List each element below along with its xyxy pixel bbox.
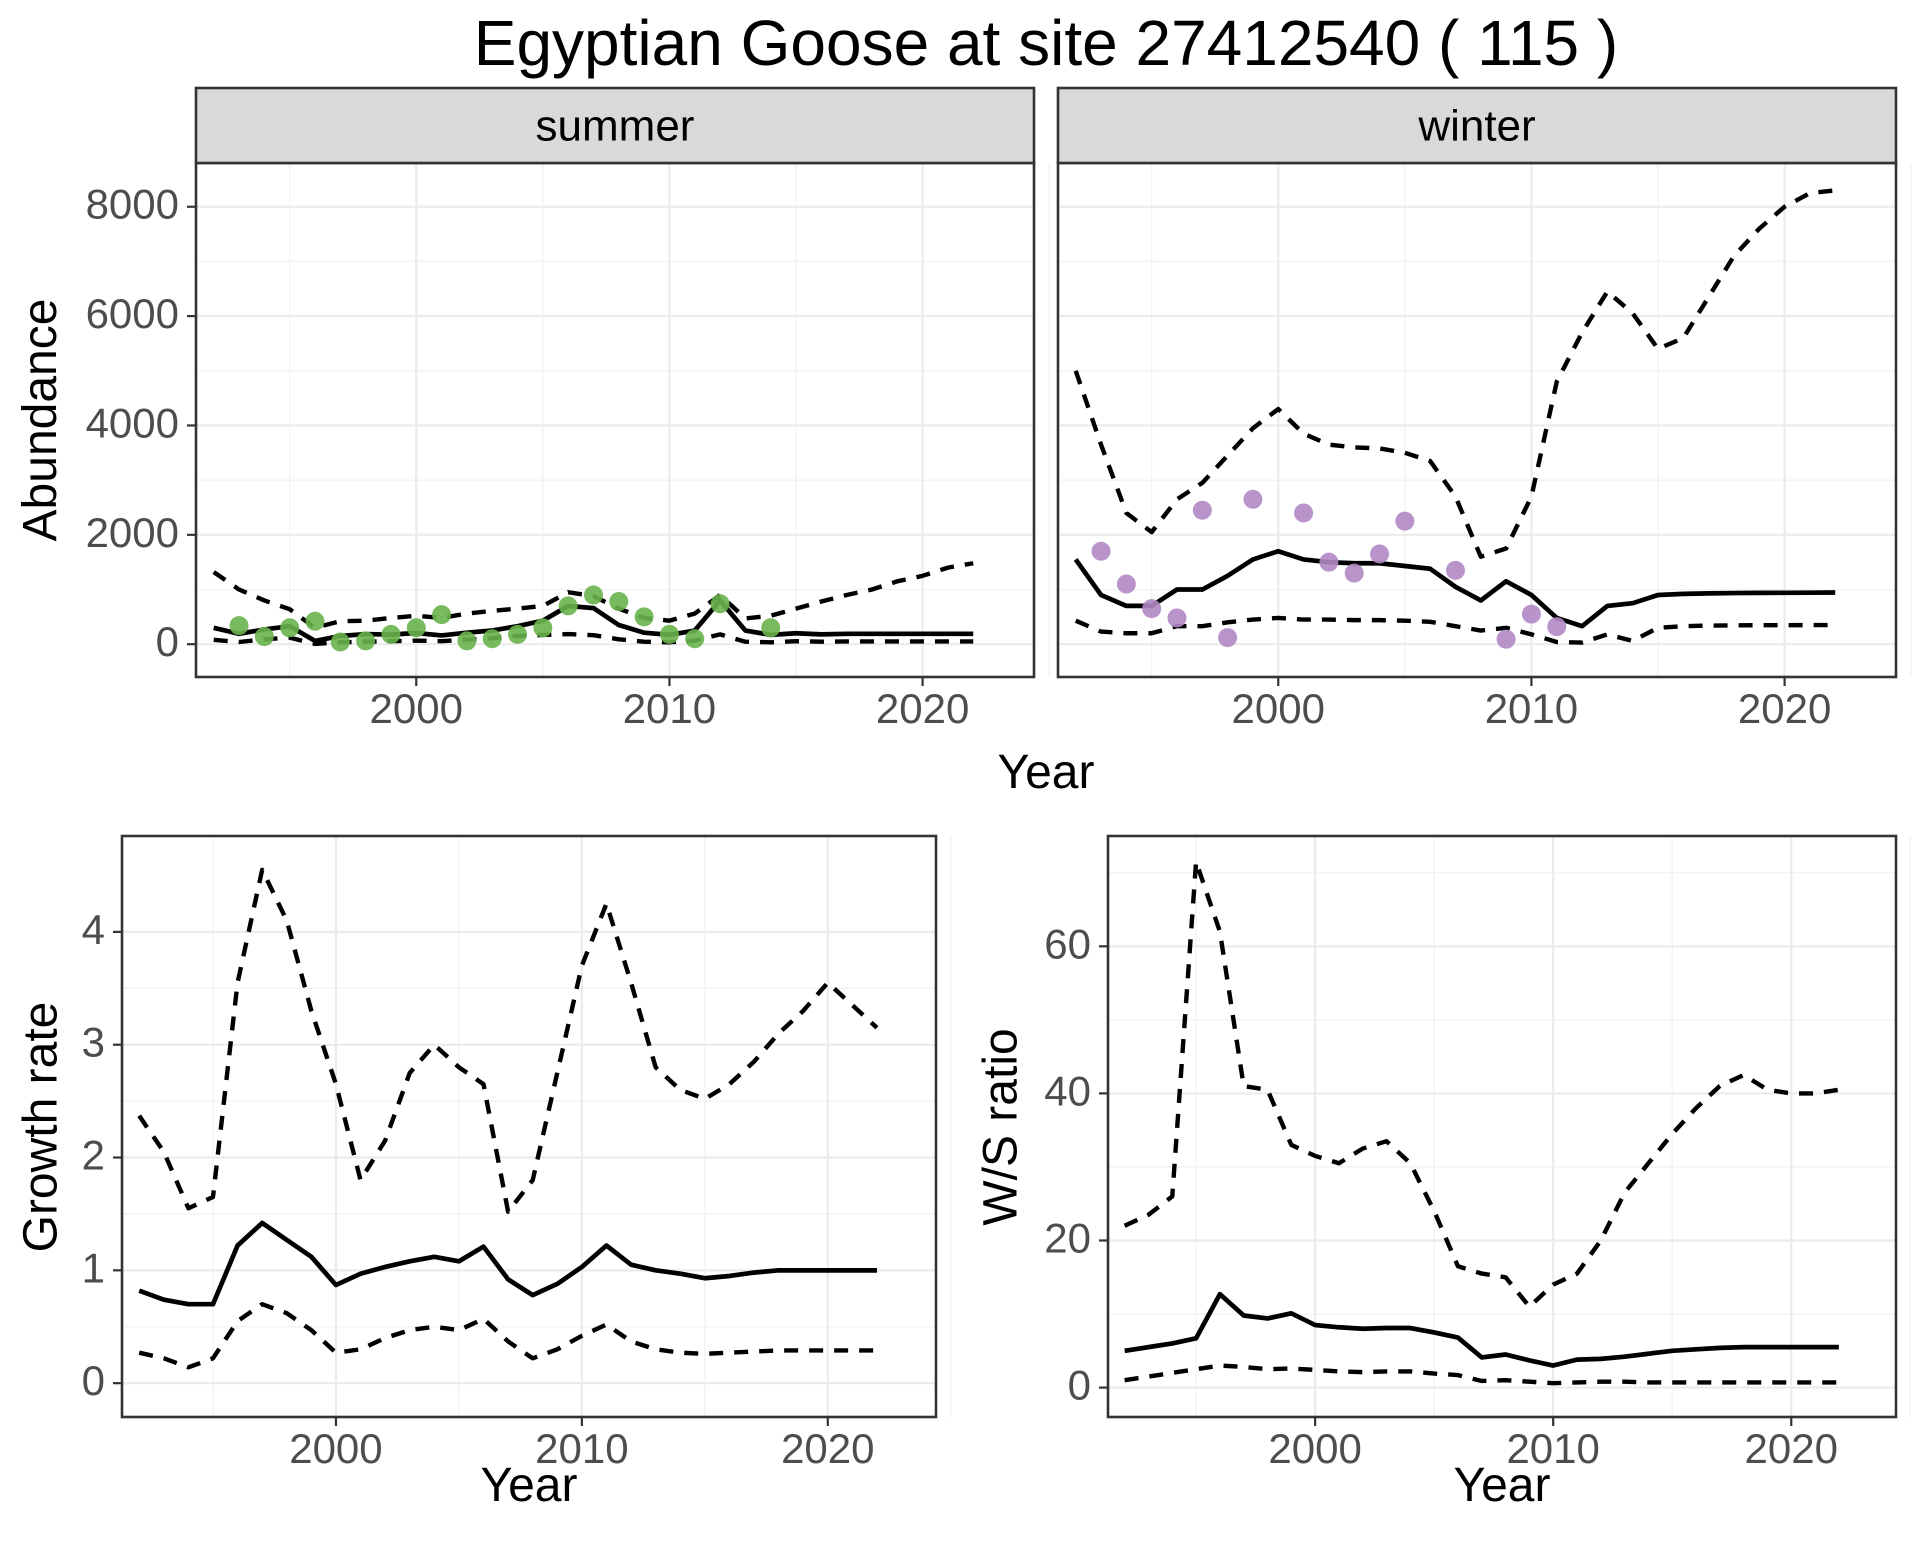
svg-text:40: 40	[1044, 1067, 1091, 1114]
svg-text:2000: 2000	[1232, 685, 1325, 732]
svg-text:winter: winter	[1417, 102, 1535, 151]
svg-text:60: 60	[1044, 920, 1091, 967]
svg-text:2020: 2020	[1738, 685, 1831, 732]
svg-text:summer: summer	[536, 102, 695, 151]
svg-text:2000: 2000	[370, 685, 463, 732]
svg-text:6000: 6000	[86, 290, 179, 337]
svg-text:1: 1	[82, 1244, 105, 1291]
svg-text:2020: 2020	[876, 685, 969, 732]
svg-text:8000: 8000	[86, 181, 179, 228]
svg-text:0: 0	[1068, 1362, 1091, 1409]
svg-text:0: 0	[82, 1357, 105, 1404]
svg-text:4: 4	[82, 906, 105, 953]
svg-text:2000: 2000	[86, 509, 179, 556]
svg-text:2: 2	[82, 1132, 105, 1179]
svg-text:4000: 4000	[86, 399, 179, 446]
svg-text:2010: 2010	[1485, 685, 1578, 732]
svg-text:20: 20	[1044, 1214, 1091, 1261]
svg-text:2010: 2010	[623, 685, 716, 732]
svg-text:0: 0	[156, 618, 179, 665]
svg-text:3: 3	[82, 1019, 105, 1066]
